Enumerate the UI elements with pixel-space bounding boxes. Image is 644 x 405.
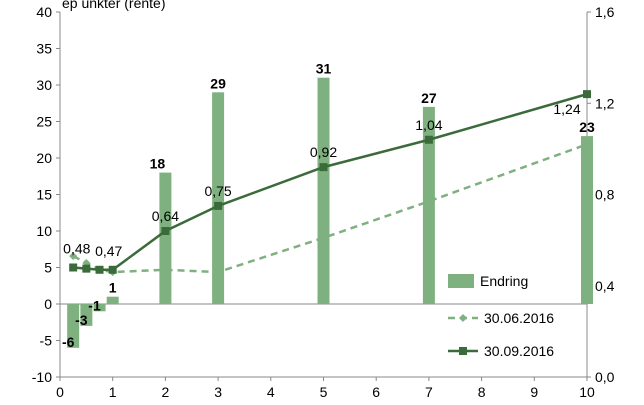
y-right-tick-label: 1,2 (595, 95, 615, 111)
bar-value-label: 18 (150, 156, 166, 172)
line-series (69, 90, 591, 277)
x-tick-label: 1 (109, 384, 117, 400)
y-left-tick-label: 35 (36, 41, 52, 57)
y-left-tick-label: 25 (36, 114, 52, 130)
line-marker (583, 90, 591, 99)
x-tick-label: 6 (372, 384, 380, 400)
bar-series (67, 77, 593, 348)
bar (80, 304, 93, 326)
line-marker (424, 135, 433, 144)
y-right-tick-label: 1,6 (595, 4, 615, 20)
y-left-tick-label: -5 (40, 333, 53, 349)
line-marker (214, 201, 223, 210)
line-marker (95, 265, 104, 274)
y-left-tick-label: 10 (36, 223, 52, 239)
line-marker (82, 264, 91, 273)
chart-title-fragment: ep unkter (rente) (62, 0, 166, 11)
line-value-label: 0,48 (63, 241, 90, 257)
x-tick-label: 9 (530, 384, 538, 400)
bar-value-label: -6 (62, 334, 75, 350)
line-value-label: 0,64 (152, 208, 179, 224)
bar-value-label: 1 (109, 280, 117, 296)
legend-marker-2016q2 (459, 314, 467, 322)
y-left-tick-label: -10 (32, 369, 52, 385)
bar (581, 136, 593, 304)
bar-value-label: 23 (579, 119, 595, 135)
bar (422, 106, 435, 305)
line-marker (69, 263, 78, 272)
legend: Endring 30.06.2016 30.09.2016 (448, 273, 554, 359)
y-left-tick-label: 0 (44, 296, 52, 312)
bar (212, 92, 225, 304)
line-value-label: 0,75 (204, 183, 231, 199)
x-tick-label: 2 (162, 384, 170, 400)
y-left-tick-label: 20 (36, 150, 52, 166)
x-tick-label: 8 (478, 384, 486, 400)
x-tick-label: 0 (56, 384, 64, 400)
bar-value-label: -3 (75, 312, 88, 328)
legend-swatch-endring (448, 274, 474, 288)
legend-marker-2016q3 (459, 347, 467, 355)
y-left-tick-label: 30 (36, 77, 52, 93)
y-left-tick-label: 5 (44, 260, 52, 276)
y-left-tick-label: 40 (36, 4, 52, 20)
bar-value-label: 31 (316, 61, 332, 77)
line-value-label: 0,92 (310, 144, 337, 160)
line-marker (69, 252, 78, 261)
y-right-tick-label: 0,0 (595, 369, 615, 385)
x-tick-label: 3 (214, 384, 222, 400)
bar (67, 304, 80, 348)
bar-value-label: 27 (421, 90, 437, 106)
bar-value-label: -1 (88, 297, 101, 313)
line-marker (319, 163, 328, 172)
x-tick-label: 7 (425, 384, 433, 400)
data-labels: -6-3-1 1 18 29 31 27 23 0,48 0,47 0,64 0,75 0,92 1,0… (62, 61, 595, 350)
x-tick-label: 5 (320, 384, 328, 400)
line-marker (161, 227, 170, 235)
legend-label-2016q2: 30.06.2016 (484, 310, 554, 326)
line-value-label: 0,47 (95, 243, 122, 259)
line-value-label: 1,24 (553, 101, 580, 117)
bar (317, 77, 330, 304)
line-path (73, 92, 588, 272)
x-tick-label: 10 (579, 384, 595, 400)
bar-value-label: 29 (210, 75, 226, 91)
y-right-tick-label: 0,8 (595, 187, 615, 203)
x-tick-label: 4 (267, 384, 275, 400)
legend-label-2016q3: 30.09.2016 (484, 343, 554, 359)
bar (93, 304, 106, 312)
line-value-label: 1,04 (415, 117, 442, 133)
line-marker (108, 265, 117, 274)
y-left-tick-label: 15 (36, 187, 52, 203)
bar (106, 296, 119, 304)
y-right-tick-label: 0,4 (595, 278, 615, 294)
bar (159, 172, 172, 304)
legend-label-endring: Endring (480, 273, 528, 289)
